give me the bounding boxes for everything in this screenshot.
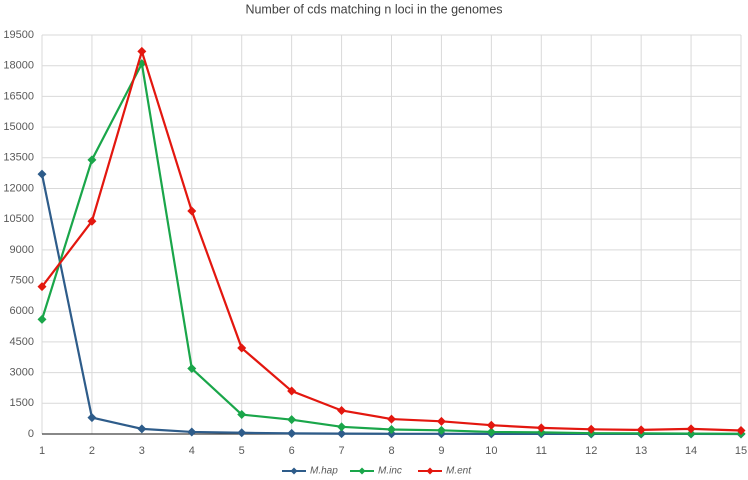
marker [387, 414, 396, 424]
marker [486, 427, 496, 437]
x-tick-label: 8 [388, 445, 394, 457]
legend-marker [358, 467, 366, 475]
marker [37, 282, 47, 292]
x-tick-label: 6 [289, 445, 295, 457]
marker [287, 386, 297, 396]
marker [137, 46, 147, 56]
y-tick-label: 19500 [3, 29, 34, 41]
x-tick-label: 4 [189, 445, 195, 457]
y-tick-label: 0 [28, 428, 34, 440]
marker [686, 429, 696, 439]
marker [137, 424, 147, 434]
y-tick-label: 9000 [10, 244, 34, 256]
x-tick-label: 3 [139, 445, 145, 457]
x-tick-label: 15 [735, 445, 747, 457]
marker [636, 425, 646, 435]
x-tick-label: 5 [239, 445, 245, 457]
legend-text: M.inc [378, 466, 402, 477]
marker [337, 405, 347, 415]
marker [237, 428, 247, 438]
legend-text: M.hap [310, 466, 338, 477]
x-tick-label: 2 [89, 445, 95, 457]
y-tick-label: 6000 [10, 305, 34, 317]
marker [87, 216, 97, 226]
x-tick-label: 11 [536, 445, 547, 457]
x-tick-label: 1 [39, 445, 45, 457]
marker [87, 155, 97, 165]
marker [337, 429, 347, 439]
y-tick-label: 1500 [10, 397, 34, 409]
marker [37, 314, 47, 324]
marker [736, 426, 746, 436]
legend-marker [426, 467, 434, 475]
y-tick-label: 18000 [3, 60, 34, 72]
marker [187, 427, 197, 437]
marker [287, 415, 297, 425]
y-tick-label: 13500 [3, 152, 34, 164]
chart-title: Number of cds matching n loci in the gen… [245, 2, 502, 16]
marker [237, 343, 247, 353]
marker [337, 422, 347, 432]
marker [436, 425, 446, 435]
x-tick-label: 9 [438, 445, 444, 457]
y-tick-label: 16500 [3, 90, 34, 102]
marker [486, 420, 496, 430]
x-tick-label: 14 [685, 445, 697, 457]
y-tick-label: 7500 [10, 274, 34, 286]
x-tick-label: 7 [339, 445, 345, 457]
marker [287, 428, 297, 438]
legend-marker [290, 467, 298, 475]
y-tick-label: 12000 [3, 182, 34, 194]
y-tick-label: 3000 [10, 367, 34, 379]
y-tick-label: 15000 [3, 121, 34, 133]
marker [187, 364, 197, 374]
marker [187, 206, 197, 216]
marker [387, 424, 396, 434]
marker [237, 410, 247, 420]
marker [686, 424, 696, 434]
y-tick-label: 4500 [10, 336, 34, 348]
marker [37, 169, 47, 179]
marker [536, 427, 546, 437]
marker [536, 423, 546, 433]
marker [436, 416, 446, 426]
x-tick-label: 13 [635, 445, 647, 457]
x-tick-label: 10 [485, 445, 497, 457]
x-tick-label: 12 [585, 445, 597, 457]
marker [87, 413, 97, 423]
marker [586, 424, 596, 434]
legend-text: M.ent [446, 466, 472, 477]
y-tick-label: 10500 [3, 213, 34, 225]
